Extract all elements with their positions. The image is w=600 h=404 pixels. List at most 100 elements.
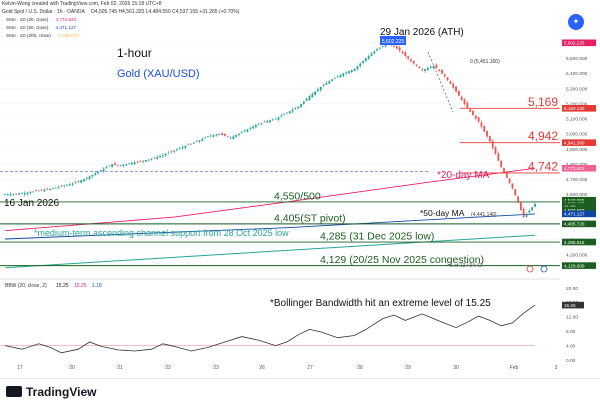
- candle-body: [517, 196, 519, 203]
- price-tick-label: 4,200.000: [566, 253, 588, 259]
- price-tag: [562, 262, 596, 269]
- candle-body: [195, 141, 198, 143]
- level-label: 4,550/500: [274, 190, 321, 202]
- candle-body: [446, 77, 449, 81]
- candle-body: [472, 110, 474, 116]
- candle-body: [71, 183, 74, 185]
- candle-body: [302, 101, 305, 104]
- tradingview-logo[interactable]: TradingView: [6, 385, 96, 399]
- bbw-line: [4, 304, 536, 354]
- candle-body: [255, 125, 257, 128]
- event-marker-icon: [540, 265, 548, 273]
- candle-body: [367, 55, 370, 59]
- candle-body: [491, 140, 494, 148]
- candle-body: [66, 184, 68, 186]
- candle-body: [474, 115, 477, 119]
- candle-body: [97, 171, 99, 174]
- ath-price-box-text: 5,602.225: [382, 39, 404, 45]
- channel-support-label: *medium-term ascending channel support f…: [34, 228, 289, 238]
- candle-body: [85, 177, 88, 179]
- price-tag: [562, 238, 596, 246]
- candle-body: [441, 69, 443, 74]
- candle-body: [184, 145, 187, 149]
- candle-body: [477, 117, 480, 122]
- candle-body: [32, 191, 35, 193]
- bbw-value-1: 15.25: [56, 283, 69, 289]
- candle-body: [342, 73, 345, 77]
- tradingview-corner-icon[interactable]: ✦: [568, 14, 584, 30]
- candle-body: [114, 163, 116, 165]
- candle-body: [130, 162, 133, 165]
- symbol-name[interactable]: Gold Spot / U.S. Dollar · 1h · OANDA: [2, 9, 85, 15]
- candle-body: [401, 51, 404, 54]
- candle-body: [305, 98, 308, 101]
- candle-body: [494, 147, 497, 155]
- candle-body: [424, 69, 426, 72]
- candle-body: [108, 165, 111, 167]
- candle-body: [300, 104, 302, 108]
- ascending-channel-line: [4, 234, 536, 269]
- price-tick-label: 5,200.000: [566, 101, 588, 107]
- candle-body: [178, 148, 181, 150]
- candle-body: [418, 66, 421, 69]
- price-tag-text: 4,941.560: [564, 140, 585, 145]
- price-tick-label: 5,300.000: [566, 86, 588, 92]
- candle-body: [145, 159, 147, 162]
- sma-legend-20[interactable]: SMA · 1D (20, close) 4,772.623: [6, 17, 76, 23]
- candle-body: [379, 47, 381, 49]
- candle-body: [415, 64, 418, 66]
- candle-body: [528, 210, 531, 213]
- price-tag-text: 5,169.130: [564, 106, 585, 111]
- sma-legend-50[interactable]: SMA · 1D (50, close) 4,471.127: [6, 25, 77, 31]
- candle-body: [43, 189, 46, 192]
- candle-body: [311, 93, 314, 98]
- candle-body: [102, 168, 105, 172]
- candle-body: [142, 160, 145, 162]
- candle-body: [294, 108, 297, 110]
- event-marker-icon: [526, 265, 534, 273]
- candle-body: [505, 173, 508, 178]
- candle-body: [35, 190, 37, 192]
- ma50-line: [4, 213, 536, 240]
- candle-body: [209, 135, 212, 137]
- candle-body: [122, 164, 125, 166]
- level-label: 4,742: [528, 159, 558, 173]
- sma-50-value: 4,471.127: [55, 25, 77, 30]
- bbw-header: BBW (20, close, 2): [5, 283, 47, 289]
- candle-body: [204, 137, 207, 139]
- candle-body: [511, 183, 514, 189]
- bbw-tick-label: 4.00: [566, 343, 576, 349]
- bbw-value-tag: [562, 301, 584, 309]
- candle-body: [350, 69, 353, 73]
- candle-body: [125, 163, 128, 166]
- candle-body: [452, 83, 455, 88]
- time-tick-label: 22: [165, 365, 171, 371]
- candle-body: [534, 203, 536, 207]
- candle-body: [274, 118, 277, 120]
- candle-body: [410, 59, 412, 62]
- bbw-tick-label: 8.00: [566, 329, 576, 335]
- price-tag: [562, 210, 596, 218]
- candle-body: [94, 173, 97, 175]
- candle-body: [223, 133, 226, 136]
- candle-body: [147, 159, 150, 161]
- candle-body: [105, 167, 108, 169]
- price-tick-label: 5,500.000: [566, 56, 588, 62]
- price-axis[interactable]: 4,200.0004,300.0004,400.0004,500.0004,60…: [526, 39, 596, 273]
- price-chart[interactable]: 5,169 4,942 4,742 4,550/500 4,405(ST pivot) 4…: [0, 0, 600, 378]
- candle-body: [328, 81, 331, 84]
- sma-50-label: SMA · 1D (50, close): [6, 25, 49, 30]
- grid-lines: [0, 42, 560, 256]
- candle-body: [40, 189, 43, 191]
- ohlc-readout: O4,505.745 H4,561.320 L4,484.550 C4,537.…: [90, 9, 240, 15]
- candle-body: [99, 170, 102, 171]
- candle-body: [238, 133, 240, 136]
- bbw-value-3: 1.18: [92, 283, 102, 289]
- candle-body: [455, 86, 457, 92]
- level-label: 4,285 (31 Dec 2025 low): [320, 231, 434, 243]
- candle-body: [21, 193, 23, 195]
- candle-body: [88, 176, 91, 180]
- time-axis[interactable]: 17 20 21 22 23 26 27 28 29 30 Feb 3: [17, 365, 557, 371]
- sma-legend-200[interactable]: SMA · 1D (200, close) 3,786.575: [6, 33, 79, 39]
